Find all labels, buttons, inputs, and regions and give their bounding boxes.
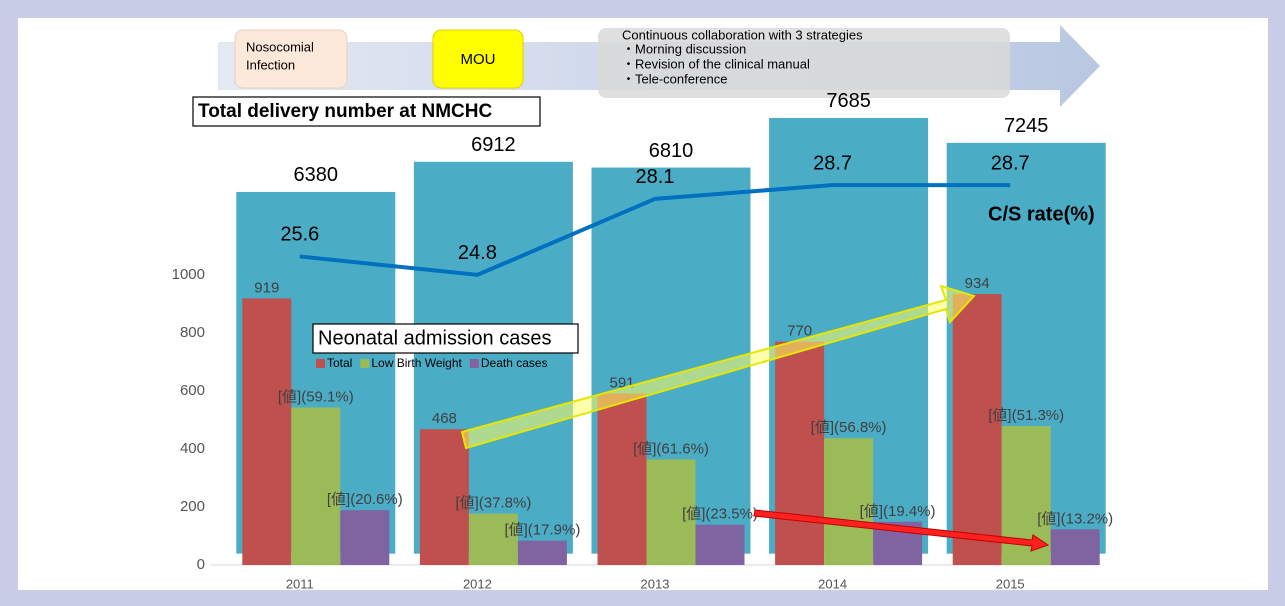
legend-label: Total bbox=[327, 356, 352, 370]
data-label: [値](20.6%) bbox=[327, 491, 403, 508]
data-label: 7685 bbox=[826, 90, 871, 112]
data-label: [値](59.1%) bbox=[278, 388, 354, 405]
strategy-item: ・Revision of the clinical manual bbox=[622, 56, 810, 71]
annotation-box bbox=[312, 323, 579, 354]
strategy-title: Continuous collaboration with 3 strategi… bbox=[622, 27, 863, 42]
data-label: 28.7 bbox=[813, 152, 852, 174]
x-tick-label: 2011 bbox=[286, 576, 314, 591]
data-label: [値](23.5%) bbox=[682, 506, 758, 523]
data-label: [値](56.8%) bbox=[811, 419, 887, 436]
bar bbox=[291, 407, 341, 565]
data-label: 919 bbox=[254, 279, 279, 296]
bar bbox=[597, 393, 647, 565]
bar bbox=[517, 540, 567, 565]
stage-label: Nosocomial bbox=[246, 39, 314, 54]
annotation: Total delivery number at NMCHC bbox=[198, 101, 492, 122]
bar bbox=[242, 298, 292, 565]
bar bbox=[646, 459, 696, 565]
trend-arrow bbox=[460, 284, 976, 450]
strategy-box bbox=[598, 28, 1010, 98]
x-tick-label: 2014 bbox=[818, 576, 847, 591]
legend-label: Death cases bbox=[481, 356, 548, 370]
data-label: 28.1 bbox=[636, 166, 675, 188]
bar bbox=[775, 341, 825, 565]
data-label: 24.8 bbox=[458, 242, 497, 264]
data-label: [値](17.9%) bbox=[504, 522, 580, 539]
stage-box bbox=[432, 29, 524, 89]
stage-box bbox=[234, 29, 348, 89]
data-label: [値](51.3%) bbox=[988, 407, 1064, 424]
data-label: [値](61.6%) bbox=[633, 440, 709, 457]
x-tick-label: 2012 bbox=[463, 576, 492, 591]
legend-swatch bbox=[360, 359, 370, 368]
legend-swatch bbox=[316, 359, 325, 368]
legend-label: Low Birth Weight bbox=[371, 356, 462, 370]
stage-label: MOU bbox=[461, 51, 496, 68]
bar bbox=[952, 294, 1002, 565]
x-tick-label: 2013 bbox=[641, 576, 670, 591]
bar bbox=[468, 513, 518, 565]
y-tick-label: 200 bbox=[180, 498, 205, 515]
data-label: 6380 bbox=[294, 164, 339, 186]
data-label: [値](19.4%) bbox=[860, 503, 936, 520]
data-label: 770 bbox=[787, 323, 812, 340]
y-tick-label: 400 bbox=[180, 440, 205, 457]
y-tick-label: 800 bbox=[180, 324, 205, 341]
series-label: C/S rate(%) bbox=[988, 203, 1095, 225]
data-label: 7245 bbox=[1004, 115, 1049, 137]
trend-arrow bbox=[753, 509, 1050, 552]
data-label: 6912 bbox=[471, 134, 516, 156]
strategy-item: ・Morning discussion bbox=[622, 41, 746, 56]
bar bbox=[340, 510, 390, 565]
legend-swatch bbox=[469, 359, 479, 368]
data-label: 6810 bbox=[649, 140, 694, 162]
data-label: 28.7 bbox=[991, 152, 1030, 174]
annotation: Neonatal admission cases bbox=[318, 327, 551, 349]
y-tick-label: 600 bbox=[180, 382, 205, 399]
data-label: 468 bbox=[432, 410, 457, 427]
strategy-item: ・Tele-conference bbox=[622, 71, 728, 86]
line bbox=[299, 183, 1011, 277]
data-label: [値](13.2%) bbox=[1037, 510, 1113, 527]
stage-label: Infection bbox=[246, 57, 295, 72]
bar bbox=[419, 429, 469, 565]
bar bbox=[824, 438, 874, 565]
data-label: 25.6 bbox=[280, 224, 319, 246]
data-label: [値](37.8%) bbox=[455, 495, 531, 512]
bar bbox=[695, 524, 745, 565]
y-tick-label: 0 bbox=[197, 556, 205, 573]
data-label: 934 bbox=[965, 275, 990, 292]
x-tick-label: 2015 bbox=[996, 576, 1025, 591]
annotation-box bbox=[192, 96, 541, 127]
bar bbox=[1050, 529, 1100, 565]
y-tick-label: 1000 bbox=[172, 266, 205, 283]
